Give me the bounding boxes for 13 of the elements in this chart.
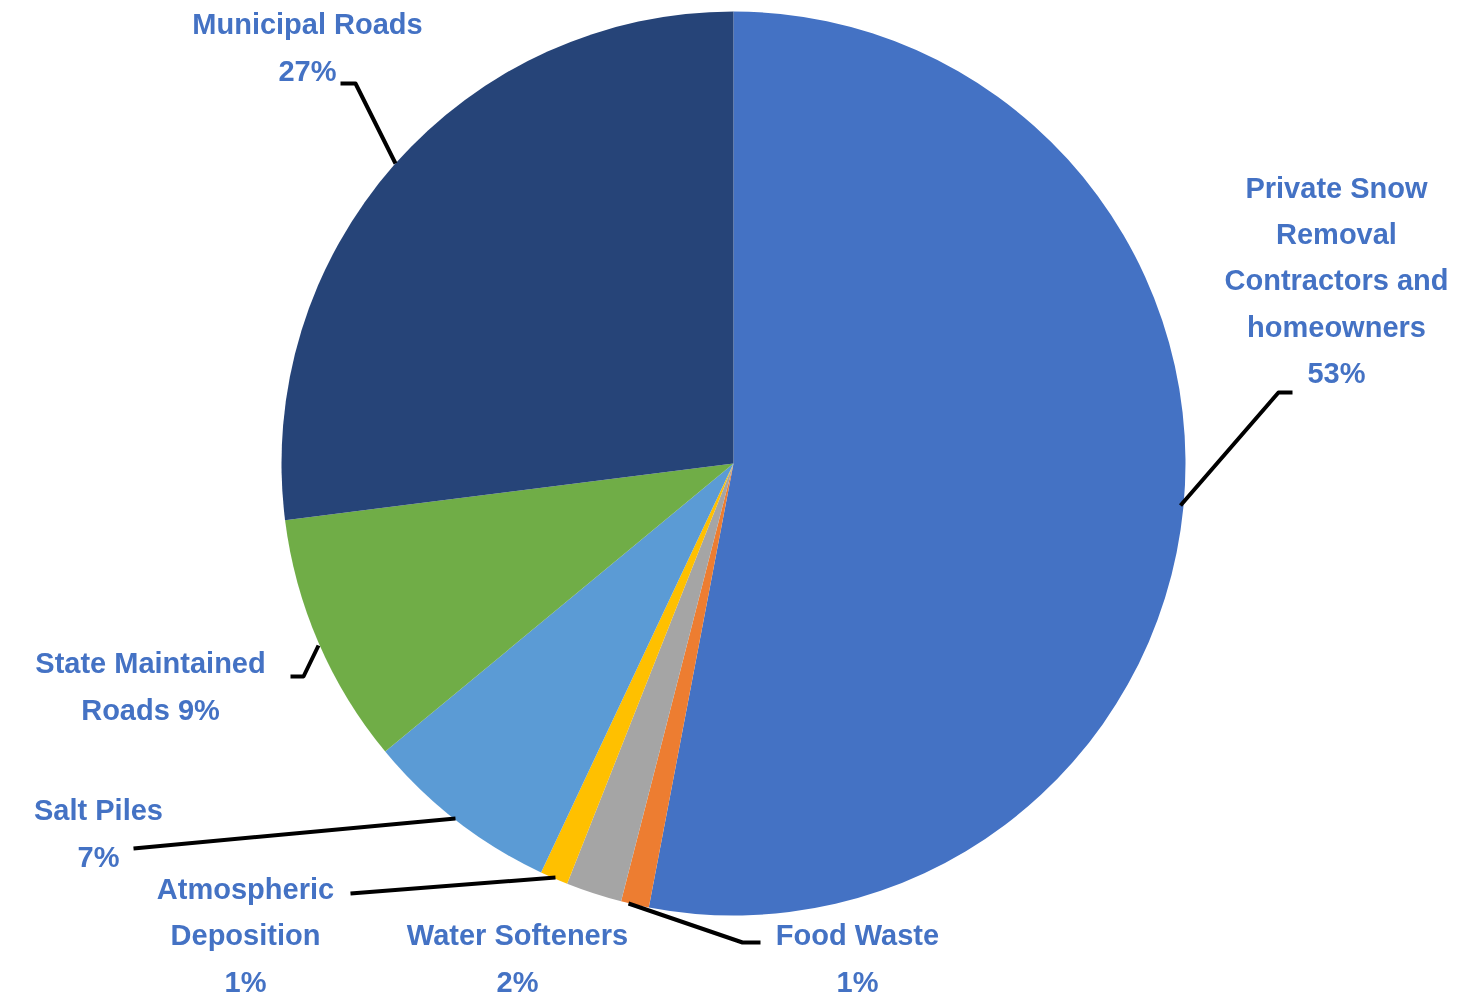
- data-label: 27%: [278, 54, 337, 87]
- slice-label: State Maintained Roads 9%: [35, 647, 266, 726]
- slice-label: Private Snow Removal Contractors and homeowners: [1224, 171, 1449, 343]
- slice-label: Atmospheric Deposition: [156, 873, 335, 952]
- data-label: 7%: [77, 840, 120, 873]
- slice-label: Salt Piles: [34, 794, 163, 827]
- slice-label: Food Waste: [775, 919, 940, 952]
- data-label: 1%: [836, 965, 879, 998]
- data-label: 53%: [1307, 357, 1366, 390]
- slice-label: Water Softeners: [406, 919, 629, 952]
- data-label: 2%: [496, 965, 539, 998]
- slice-label: Municipal Roads: [192, 8, 423, 41]
- data-label: 1%: [224, 965, 267, 998]
